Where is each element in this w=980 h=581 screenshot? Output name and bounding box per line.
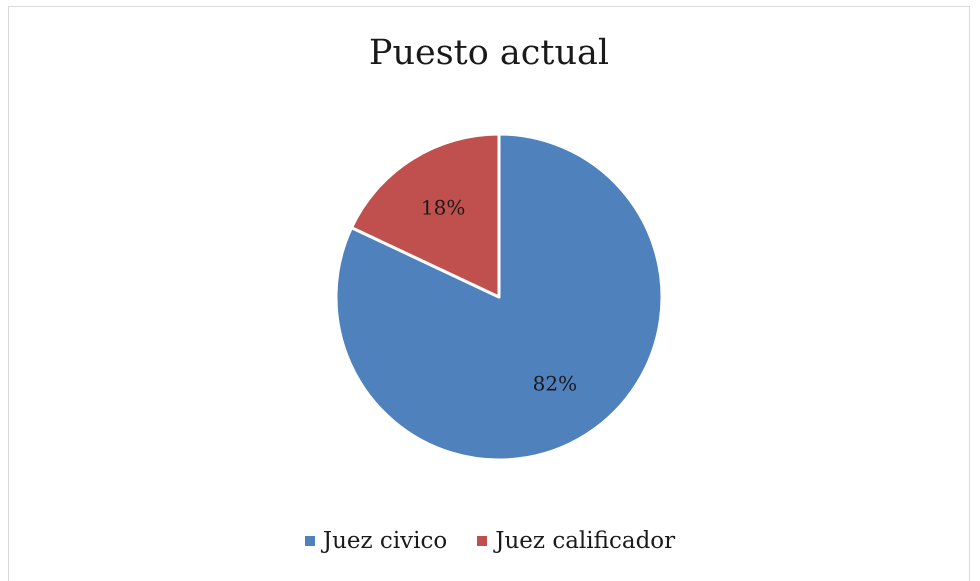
legend-label-juez-calificador: Juez calificador — [495, 528, 676, 554]
legend-swatch-juez-calificador — [477, 536, 488, 546]
chart-title: Puesto actual — [368, 33, 610, 73]
data-label-juez-calificador: 18% — [421, 195, 465, 219]
data-label-juez-civico: 82% — [533, 372, 577, 396]
legend-item-juez-calificador: Juez calificador — [477, 528, 675, 554]
legend: Juez civico Juez calificador — [0, 528, 980, 554]
legend-swatch-juez-civico — [304, 536, 315, 546]
pie-slice-juez-calificador — [350, 132, 501, 299]
legend-item-juez-civico: Juez civico — [304, 528, 448, 554]
legend-label-juez-civico: Juez civico — [322, 528, 448, 554]
